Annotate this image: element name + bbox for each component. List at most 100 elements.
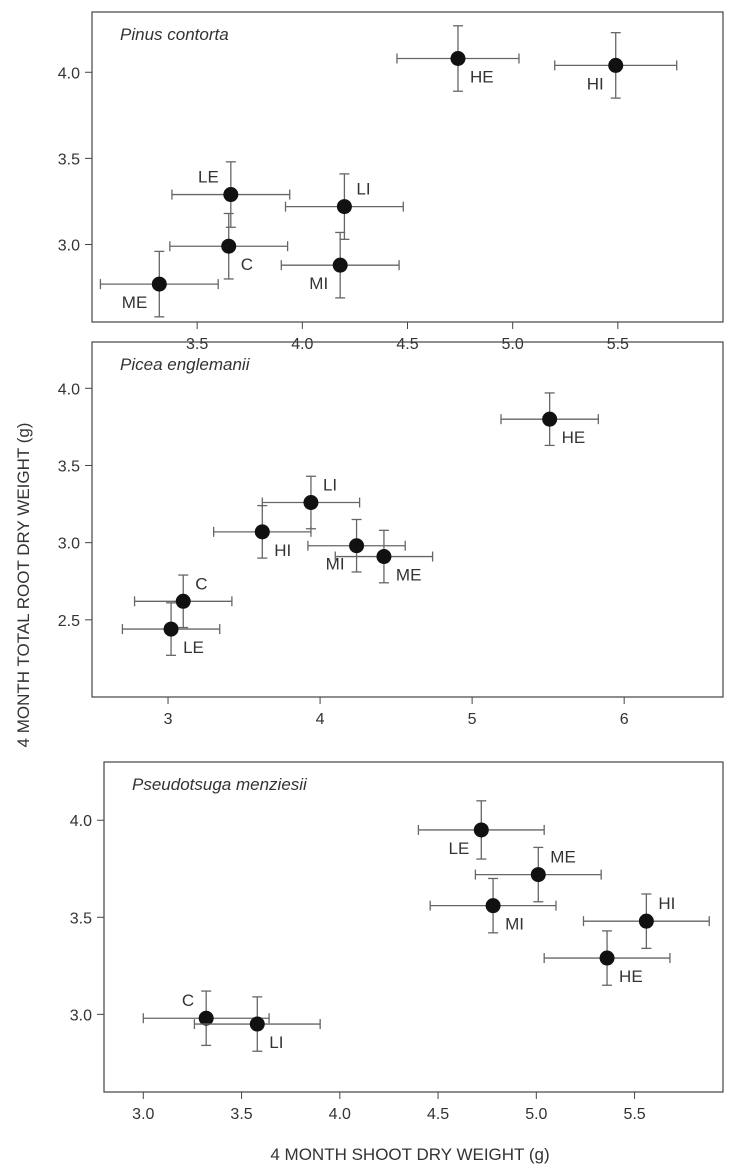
x-tick-label: 4.0 xyxy=(329,1106,351,1123)
point-marker xyxy=(638,913,654,929)
x-tick-label: 6 xyxy=(620,711,629,728)
point-marker xyxy=(249,1016,265,1032)
point-marker xyxy=(221,238,237,254)
point-label: LE xyxy=(198,168,219,187)
x-tick-label: 3 xyxy=(164,711,173,728)
point-label: HE xyxy=(470,68,494,87)
x-tick-label: 5.5 xyxy=(623,1106,645,1123)
point-label: MI xyxy=(309,274,328,293)
y-tick-label: 4.0 xyxy=(58,381,80,398)
point-label: LE xyxy=(448,839,469,858)
data-point-le: LE xyxy=(417,800,545,860)
point-marker xyxy=(473,822,489,838)
data-point-mi: MI xyxy=(429,877,557,934)
data-point-le: LE xyxy=(121,602,221,657)
point-label: HI xyxy=(587,74,604,93)
data-point-me: ME xyxy=(99,250,219,318)
point-marker xyxy=(349,538,365,554)
y-tick-label: 2.5 xyxy=(58,613,80,630)
data-point-c: C xyxy=(133,574,233,629)
panel-title: Picea englemanii xyxy=(120,355,251,374)
x-tick-label: 4 xyxy=(316,711,325,728)
x-tick-label: 5.0 xyxy=(525,1106,547,1123)
data-point-hi: HI xyxy=(554,32,678,99)
data-point-hi: HI xyxy=(212,504,312,560)
point-marker xyxy=(608,57,624,73)
data-point-mi: MI xyxy=(280,231,400,299)
data-point-li: LI xyxy=(193,996,321,1052)
point-label: HI xyxy=(274,541,291,560)
point-marker xyxy=(223,187,239,203)
x-tick-label: 4.0 xyxy=(291,336,313,353)
x-tick-label: 3.5 xyxy=(230,1106,252,1123)
point-label: C xyxy=(241,255,253,274)
x-tick-label: 5 xyxy=(468,711,477,728)
x-tick-label: 3.0 xyxy=(132,1106,154,1123)
y-tick-label: 4.0 xyxy=(58,65,80,82)
point-label: MI xyxy=(326,555,345,574)
point-label: MI xyxy=(505,915,524,934)
point-marker xyxy=(151,276,167,292)
data-point-me: ME xyxy=(474,846,602,903)
data-point-hi: HI xyxy=(582,893,710,950)
point-label: ME xyxy=(550,848,576,867)
panel-title: Pinus contorta xyxy=(120,25,229,44)
x-tick-label: 5.5 xyxy=(607,336,629,353)
point-marker xyxy=(163,621,179,637)
point-label: LI xyxy=(323,476,337,495)
point-marker xyxy=(254,524,270,540)
y-tick-label: 3.0 xyxy=(70,1007,92,1024)
point-label: C xyxy=(182,991,194,1010)
x-tick-label: 4.5 xyxy=(427,1106,449,1123)
data-point-c: C xyxy=(142,990,270,1047)
data-point-c: C xyxy=(169,212,289,280)
point-marker xyxy=(376,549,392,565)
x-axis-title: 4 MONTH SHOOT DRY WEIGHT (g) xyxy=(270,1145,549,1164)
y-tick-label: 3.0 xyxy=(58,536,80,553)
point-label: HE xyxy=(619,967,643,986)
point-label: ME xyxy=(396,566,422,585)
y-tick-label: 3.5 xyxy=(58,458,80,475)
point-marker xyxy=(336,199,352,215)
point-marker xyxy=(450,51,466,66)
panel-2: Picea englemanii 3 4 5 6 2.5 3.0 3.5 4.0 HE LI HI MI… xyxy=(58,341,724,728)
data-point-mi: MI xyxy=(307,518,406,574)
point-label: LI xyxy=(356,180,370,199)
plot-frame xyxy=(103,761,724,1093)
point-label: HI xyxy=(658,894,675,913)
panels: Pinus contorta 3.5 4.0 4.5 5.0 5.5 3.0 3.5 4.0 HE… xyxy=(58,11,724,1123)
data-point-he: HE xyxy=(396,25,520,92)
data-point-he: HE xyxy=(543,930,671,986)
y-axis-title: 4 MONTH TOTAL ROOT DRY WEIGHT (g) xyxy=(14,423,33,748)
panel-1: Pinus contorta 3.5 4.0 4.5 5.0 5.5 3.0 3.5 4.0 HE… xyxy=(58,11,724,353)
point-label: LE xyxy=(183,638,204,657)
x-tick-label: 5.0 xyxy=(502,336,524,353)
data-point-he: HE xyxy=(500,392,599,447)
data-point-li: LI xyxy=(261,476,361,530)
point-label: C xyxy=(195,574,207,593)
point-marker xyxy=(485,898,501,914)
point-marker xyxy=(530,867,546,883)
panel-3: Pseudotsuga menziesii 3.0 3.5 4.0 4.5 5.0 5.5 3… xyxy=(70,761,724,1123)
panel-title: Pseudotsuga menziesii xyxy=(132,775,308,794)
x-tick-label: 4.5 xyxy=(396,336,418,353)
data-point-me: ME xyxy=(334,529,434,585)
point-marker xyxy=(175,593,191,609)
y-tick-label: 3.5 xyxy=(70,910,92,927)
x-tick-label: 3.5 xyxy=(186,336,208,353)
point-label: HE xyxy=(562,428,586,447)
data-point-li: LI xyxy=(284,173,404,240)
y-tick-label: 4.0 xyxy=(70,813,92,830)
data-point-le: LE xyxy=(171,161,291,228)
y-tick-label: 3.0 xyxy=(58,238,80,255)
point-marker xyxy=(599,950,615,966)
point-marker xyxy=(303,495,319,511)
point-marker xyxy=(198,1010,214,1026)
plot-frame xyxy=(91,341,724,698)
point-label: ME xyxy=(122,293,148,312)
y-tick-label: 3.5 xyxy=(58,151,80,168)
point-marker xyxy=(332,257,348,273)
point-label: LI xyxy=(269,1033,283,1052)
point-marker xyxy=(542,411,558,427)
